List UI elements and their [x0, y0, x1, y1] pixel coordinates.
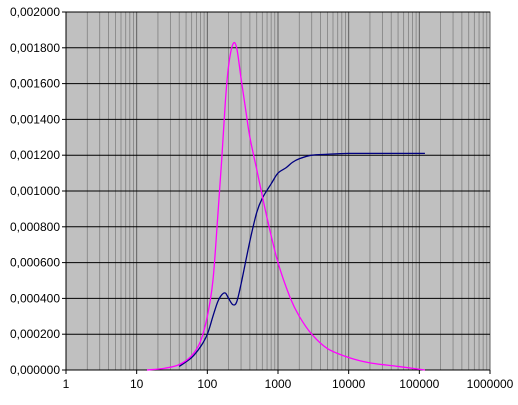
- y-tick-label: 0,000400: [10, 291, 60, 305]
- x-tick-label: 100: [197, 377, 217, 391]
- x-tick-label: 1000000: [467, 377, 514, 391]
- x-tick-label: 100000: [399, 377, 439, 391]
- series-line-2: [146, 41, 426, 371]
- y-tick-label: 0,001600: [10, 77, 60, 91]
- y-tick-label: 0,001400: [10, 112, 60, 126]
- grid-lines: [65, 11, 491, 370]
- series-lines: [146, 41, 426, 371]
- y-tick-label: 0,001800: [10, 41, 60, 55]
- x-tick-label: 1000: [265, 377, 292, 391]
- x-tick-label: 10000: [332, 377, 366, 391]
- y-tick-label: 0,001200: [10, 148, 60, 162]
- x-tick-label: 1: [63, 377, 70, 391]
- y-tick-label: 0,000200: [10, 327, 60, 341]
- series-line-1: [178, 152, 425, 367]
- axes: [62, 11, 491, 374]
- y-tick-label: 0,000800: [10, 220, 60, 234]
- y-tick-label: 0,000600: [10, 256, 60, 270]
- y-tick-label: 0,002000: [10, 5, 60, 19]
- x-tick-label: 10: [130, 377, 144, 391]
- y-tick-label: 0,000000: [10, 363, 60, 377]
- tick-labels: 0,000000 0,000200 0,000400 0,000600 0,000800…: [10, 5, 514, 391]
- y-tick-label: 0,001000: [10, 184, 60, 198]
